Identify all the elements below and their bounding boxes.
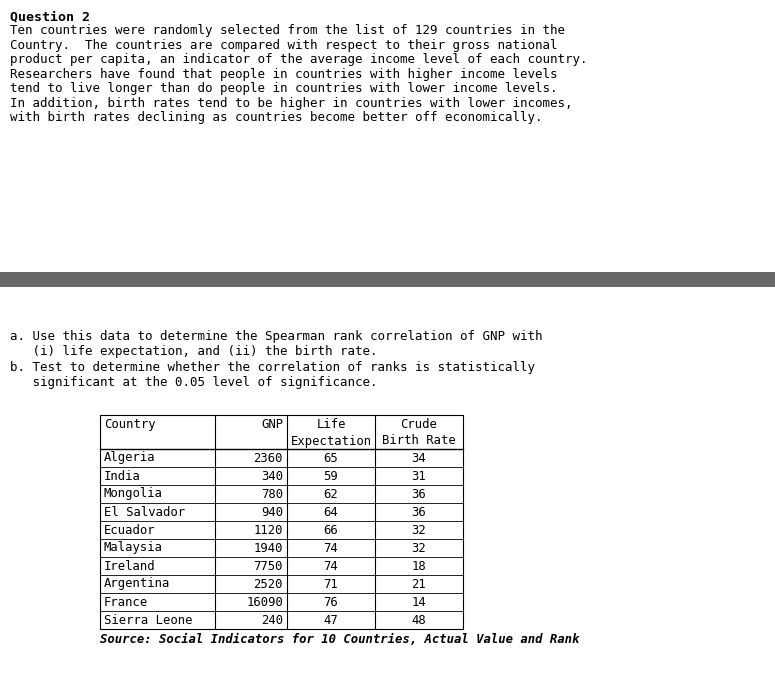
Bar [100, 415, 463, 629]
Text: 34: 34 [412, 451, 426, 464]
Text: Ireland: Ireland [104, 560, 156, 573]
Text: 340: 340 [261, 469, 283, 482]
Text: Researchers have found that people in countries with higher income levels: Researchers have found that people in co… [10, 68, 557, 81]
Text: 62: 62 [324, 488, 339, 501]
Text: 48: 48 [412, 614, 426, 627]
Text: 21: 21 [412, 577, 426, 590]
Text: Expectation: Expectation [291, 434, 371, 447]
Text: 47: 47 [324, 614, 339, 627]
Text: Mongolia: Mongolia [104, 488, 163, 501]
Text: 74: 74 [324, 560, 339, 573]
Text: 74: 74 [324, 542, 339, 554]
Text: 71: 71 [324, 577, 339, 590]
Text: 64: 64 [324, 506, 339, 519]
Text: tend to live longer than do people in countries with lower income levels.: tend to live longer than do people in co… [10, 82, 557, 95]
Text: GNP: GNP [261, 417, 283, 430]
Text: 31: 31 [412, 469, 426, 482]
Text: Algeria: Algeria [104, 451, 156, 464]
Text: 1120: 1120 [253, 523, 283, 536]
Bar [0, 272, 775, 287]
Text: b. Test to determine whether the correlation of ranks is statistically: b. Test to determine whether the correla… [10, 361, 535, 374]
Text: 2520: 2520 [253, 577, 283, 590]
Text: a. Use this data to determine the Spearman rank correlation of GNP with: a. Use this data to determine the Spearm… [10, 330, 542, 343]
Text: Question 2: Question 2 [10, 10, 90, 23]
Text: significant at the 0.05 level of significance.: significant at the 0.05 level of signifi… [10, 375, 377, 388]
Text: Malaysia: Malaysia [104, 542, 163, 554]
Text: 1940: 1940 [253, 542, 283, 554]
Text: Country.  The countries are compared with respect to their gross national: Country. The countries are compared with… [10, 38, 557, 51]
Text: 780: 780 [261, 488, 283, 501]
Text: El Salvador: El Salvador [104, 506, 185, 519]
Text: 32: 32 [412, 523, 426, 536]
Text: Life: Life [316, 417, 346, 430]
Text: In addition, birth rates tend to be higher in countries with lower incomes,: In addition, birth rates tend to be high… [10, 97, 573, 110]
Text: Ten countries were randomly selected from the list of 129 countries in the: Ten countries were randomly selected fro… [10, 24, 565, 37]
Text: 7750: 7750 [253, 560, 283, 573]
Text: 240: 240 [261, 614, 283, 627]
Text: India: India [104, 469, 141, 482]
Text: Source: Social Indicators for 10 Countries, Actual Value and Rank: Source: Social Indicators for 10 Countri… [100, 633, 580, 646]
Text: 65: 65 [324, 451, 339, 464]
Text: Birth Rate: Birth Rate [382, 434, 456, 447]
Text: 16090: 16090 [246, 595, 283, 608]
Text: Crude: Crude [401, 417, 437, 430]
Text: (i) life expectation, and (ii) the birth rate.: (i) life expectation, and (ii) the birth… [10, 345, 377, 358]
Text: 32: 32 [412, 542, 426, 554]
Text: 76: 76 [324, 595, 339, 608]
Text: Sierra Leone: Sierra Leone [104, 614, 192, 627]
Text: 18: 18 [412, 560, 426, 573]
Text: Argentina: Argentina [104, 577, 170, 590]
Text: 66: 66 [324, 523, 339, 536]
Text: with birth rates declining as countries become better off economically.: with birth rates declining as countries … [10, 111, 542, 124]
Text: product per capita, an indicator of the average income level of each country.: product per capita, an indicator of the … [10, 53, 587, 66]
Text: 59: 59 [324, 469, 339, 482]
Text: 2360: 2360 [253, 451, 283, 464]
Text: Ecuador: Ecuador [104, 523, 156, 536]
Text: 36: 36 [412, 506, 426, 519]
Text: 36: 36 [412, 488, 426, 501]
Text: 14: 14 [412, 595, 426, 608]
Text: Country: Country [104, 417, 156, 430]
Text: 940: 940 [261, 506, 283, 519]
Text: France: France [104, 595, 148, 608]
